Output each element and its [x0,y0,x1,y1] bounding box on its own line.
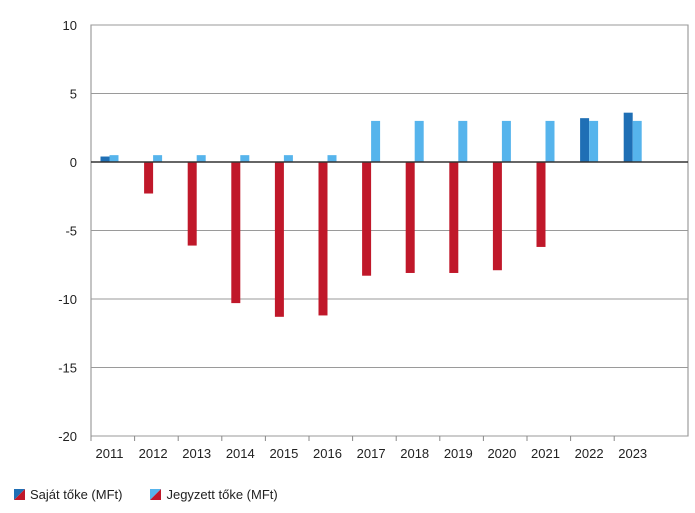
x-tick-label-2023: 2023 [618,446,647,461]
bar-jegyzett-tőke-2021 [545,120,555,162]
x-tick-label-2012: 2012 [139,446,168,461]
x-tick-label-2016: 2016 [313,446,342,461]
legend: Saját tőke (MFt) Jegyzett tőke (MFt) [14,487,306,502]
bar-saját-tőke-2019 [449,162,459,273]
x-tick-label-2020: 2020 [487,446,516,461]
legend-swatch-jegyzett-tőke [150,489,162,500]
bar-jegyzett-tőke-2017 [371,120,381,162]
legend-label-saját-tőke: Saját tőke (MFt) [30,487,123,502]
bar-jegyzett-tőke-2013 [196,155,206,162]
bar-jegyzett-tőke-2022 [589,120,599,162]
bar-saját-tőke-2023 [623,112,633,162]
y-tick-label: 10 [63,18,77,33]
legend-label-jegyzett-tőke: Jegyzett tőke (MFt) [166,487,278,502]
y-tick-label: 0 [70,155,77,170]
bar-saját-tőke-2021 [536,162,546,247]
bar-saját-tőke-2012 [144,162,154,194]
y-tick-label: -10 [58,292,77,307]
bar-jegyzett-tőke-2020 [501,120,511,162]
bar-jegyzett-tőke-2023 [632,120,642,162]
x-tick-label-2019: 2019 [444,446,473,461]
bar-saját-tőke-2015 [274,162,284,317]
x-tick-label-2017: 2017 [357,446,386,461]
y-tick-label: -20 [58,429,77,444]
bar-saját-tőke-2014 [231,162,241,304]
bar-saját-tőke-2013 [187,162,197,246]
legend-item-saját-tőke: Saját tőke (MFt) [14,487,122,502]
bar-saját-tőke-2016 [318,162,328,316]
bar-jegyzett-tőke-2016 [327,155,337,162]
x-tick-label-2021: 2021 [531,446,560,461]
y-tick-label: -5 [65,224,77,239]
x-tick-label-2013: 2013 [182,446,211,461]
bar-saját-tőke-2020 [492,162,502,271]
x-tick-label-2014: 2014 [226,446,255,461]
bar-jegyzett-tőke-2014 [240,155,250,162]
bar-jegyzett-tőke-2018 [414,120,424,162]
bar-jegyzett-tőke-2012 [153,155,163,162]
x-tick-label-2018: 2018 [400,446,429,461]
bar-saját-tőke-2011 [100,156,110,162]
y-tick-label: -15 [58,361,77,376]
legend-item-jegyzett-tőke: Jegyzett tőke (MFt) [150,487,278,502]
bar-jegyzett-tőke-2019 [458,120,468,162]
y-tick-label: 5 [70,87,77,102]
x-tick-label-2011: 2011 [96,446,124,461]
legend-swatch-saját-tőke [14,489,25,500]
bar-jegyzett-tőke-2011 [109,155,119,162]
bar-saját-tőke-2022 [580,118,590,162]
x-tick-label-2015: 2015 [269,446,298,461]
bar-saját-tőke-2017 [362,162,372,276]
x-tick-label-2022: 2022 [575,446,604,461]
bar-saját-tőke-2018 [405,162,415,273]
bar-jegyzett-tőke-2015 [283,155,293,162]
